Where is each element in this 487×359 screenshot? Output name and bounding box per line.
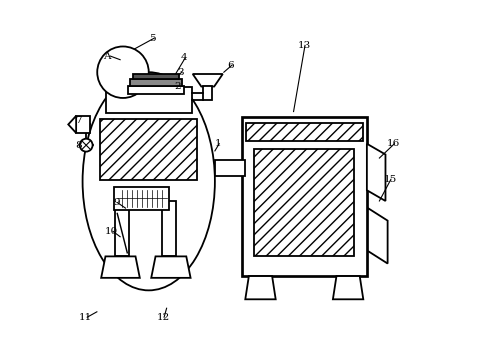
Polygon shape xyxy=(245,276,276,299)
Text: 3: 3 xyxy=(178,68,184,77)
Bar xyxy=(100,120,197,180)
Polygon shape xyxy=(333,276,363,299)
Bar xyxy=(254,149,355,256)
Bar xyxy=(215,160,245,176)
Text: 12: 12 xyxy=(156,313,169,322)
Text: 2: 2 xyxy=(174,82,181,91)
Bar xyxy=(114,187,169,210)
Text: 8: 8 xyxy=(75,141,82,150)
Circle shape xyxy=(97,46,149,98)
Text: 5: 5 xyxy=(149,34,156,43)
Text: 15: 15 xyxy=(383,175,397,184)
Polygon shape xyxy=(367,144,386,201)
Text: 6: 6 xyxy=(227,61,234,70)
Polygon shape xyxy=(68,116,76,133)
Polygon shape xyxy=(193,74,223,87)
Text: 16: 16 xyxy=(387,139,400,148)
Polygon shape xyxy=(101,256,140,278)
Text: 13: 13 xyxy=(298,41,311,50)
Text: 7: 7 xyxy=(75,116,82,125)
Text: 1: 1 xyxy=(215,139,222,148)
Bar xyxy=(76,116,90,133)
Bar xyxy=(242,117,367,276)
Bar xyxy=(246,123,363,141)
Text: 4: 4 xyxy=(181,53,188,62)
Polygon shape xyxy=(151,256,190,278)
Bar xyxy=(129,86,184,94)
Text: 11: 11 xyxy=(79,313,92,322)
Bar xyxy=(204,86,212,100)
Bar xyxy=(162,201,176,256)
Bar xyxy=(106,87,192,113)
Text: 9: 9 xyxy=(113,198,120,207)
Bar xyxy=(132,74,179,79)
Circle shape xyxy=(80,139,93,151)
Polygon shape xyxy=(368,208,388,264)
Text: 10: 10 xyxy=(105,227,118,236)
Ellipse shape xyxy=(83,72,215,290)
Bar xyxy=(115,201,129,256)
Text: A: A xyxy=(103,52,111,61)
Bar xyxy=(130,79,182,86)
